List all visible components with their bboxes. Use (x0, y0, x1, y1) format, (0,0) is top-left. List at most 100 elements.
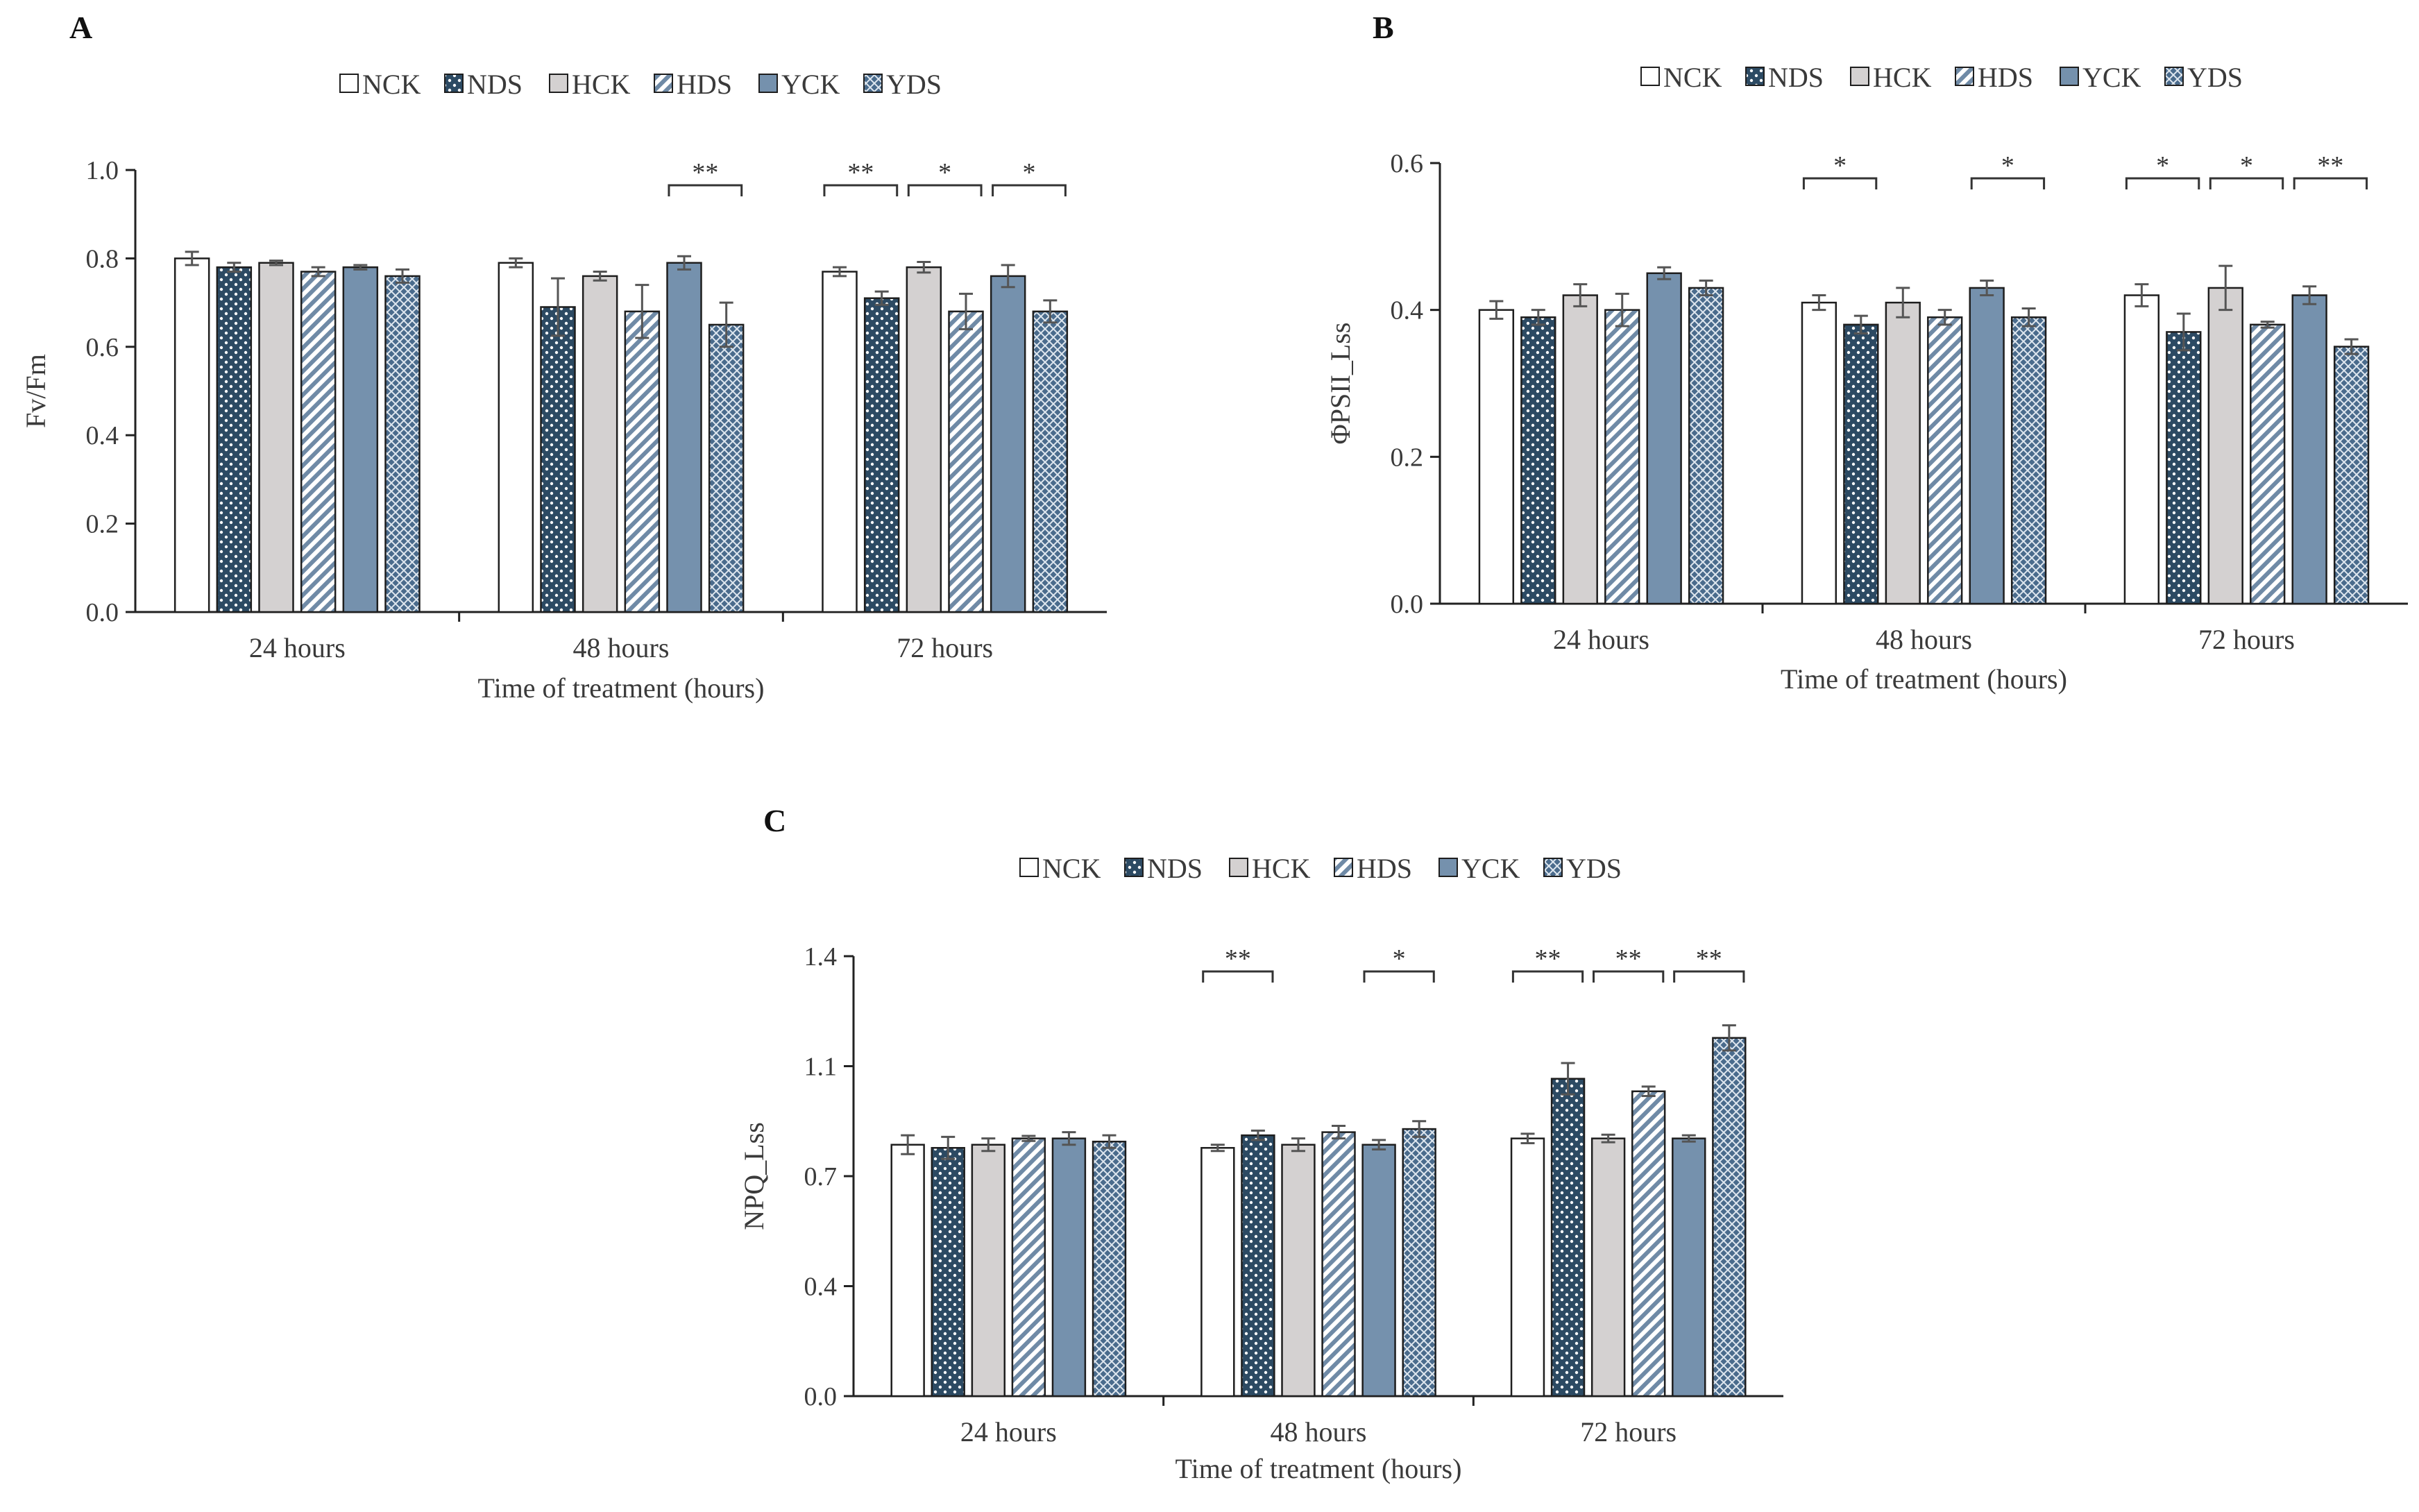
error-bar-yds (1699, 279, 1713, 296)
significance-label: ** (1615, 944, 1642, 974)
error-bar-hck (269, 260, 283, 266)
significance-bracket (2293, 177, 2368, 189)
bar-nck (2123, 294, 2160, 605)
legend-swatch-yck (1438, 858, 1458, 877)
error-bar-yck (677, 255, 691, 271)
error-bar-nck (185, 250, 199, 266)
bar-yds (2333, 346, 2370, 605)
bar-yck (666, 262, 702, 613)
y-tick-label: 1.0 (86, 156, 119, 185)
error-bar-nck (1520, 1132, 1535, 1144)
bar-yck (1051, 1137, 1087, 1398)
error-bar-nck (833, 266, 847, 278)
significance-label: * (938, 158, 951, 187)
error-bar-hds (1937, 309, 1952, 326)
legend-label-yds: YDS (2187, 62, 2243, 93)
bar-hds (300, 271, 337, 613)
panel-label: A (69, 10, 92, 45)
y-tick-label: 0.6 (1391, 149, 1424, 178)
significance-label: * (2240, 151, 2253, 180)
significance-bracket (1511, 970, 1584, 983)
legend-label-yds: YDS (886, 69, 942, 100)
error-bar-hck (1291, 1137, 1305, 1153)
legend-swatch-nds (444, 74, 464, 93)
bar-nds (931, 1146, 965, 1398)
x-tick-label: 48 hours (1271, 1416, 1367, 1447)
legend-swatch-yds (1543, 858, 1563, 877)
error-bar-yck (1372, 1139, 1386, 1151)
bar-hds (1321, 1131, 1356, 1398)
y-tick-label: 0.0 (86, 598, 119, 627)
significance-label: ** (847, 158, 874, 187)
significance-bracket (1673, 970, 1745, 983)
bar-hck (1590, 1137, 1626, 1398)
bar-nck (890, 1144, 925, 1398)
error-bar-hds (1332, 1125, 1346, 1140)
legend-label-hck: HCK (1873, 62, 1932, 93)
significance-bracket (1202, 970, 1274, 983)
significance-label: ** (1696, 944, 1722, 974)
legend-label-nck: NCK (1042, 853, 1101, 884)
y-tick-label: 0.2 (1391, 443, 1424, 472)
x-tick-label: 72 hours (2198, 624, 2295, 655)
legend-label-hck: HCK (1252, 853, 1311, 884)
bar-nds (216, 266, 253, 613)
error-bar-yck (1001, 264, 1015, 289)
bar-nck (1478, 309, 1515, 605)
significance-label: ** (1225, 944, 1251, 974)
legend-swatch-hds (1955, 67, 1974, 86)
bar-yck (1361, 1144, 1396, 1398)
legend-swatch-nck (1019, 858, 1039, 877)
legend-label-yds: YDS (1566, 853, 1622, 884)
legend-label-nck: NCK (1663, 62, 1722, 93)
error-bar-nds (551, 277, 565, 337)
error-bar-yds (1043, 299, 1058, 324)
error-bar-hck (981, 1137, 996, 1153)
error-bar-yck (1062, 1131, 1076, 1146)
y-tick-label: 1.1 (804, 1053, 838, 1082)
error-bar-hck (593, 271, 607, 282)
significance-bracket (1970, 177, 2046, 189)
bar-yds (1688, 287, 1724, 605)
bar-yck (2291, 294, 2327, 605)
y-tick-label: 0.4 (804, 1273, 838, 1302)
bar-hds (1604, 309, 1640, 605)
x-tick-label: 72 hours (1580, 1416, 1677, 1447)
legend-swatch-yck (758, 74, 778, 93)
significance-label: * (2001, 151, 2014, 180)
legend-swatch-hck (1850, 67, 1869, 86)
error-bar-hds (1641, 1085, 1656, 1098)
bar-yck (990, 275, 1026, 613)
bar-hds (1631, 1090, 1666, 1398)
legend-label-hck: HCK (572, 69, 631, 100)
bar-yds (1092, 1140, 1127, 1398)
y-tick-label: 0.2 (86, 510, 119, 539)
bar-hck (971, 1144, 1005, 1398)
error-bar-nds (1531, 309, 1545, 326)
bar-hck (1281, 1144, 1316, 1398)
y-tick-label: 0.8 (86, 244, 119, 273)
x-tick-label: 24 hours (1553, 624, 1649, 655)
error-bar-nds (1250, 1129, 1265, 1141)
legend-label-yck: YCK (1461, 853, 1520, 884)
legend-label-hds: HDS (677, 69, 732, 100)
significance-bracket (907, 184, 983, 196)
y-tick-label: 0.4 (86, 421, 119, 450)
legend-swatch-yds (863, 74, 883, 93)
error-bar-hds (311, 266, 325, 278)
bar-nds (1550, 1078, 1586, 1398)
legend-label-nds: NDS (1147, 853, 1203, 884)
error-bar-nck (1812, 294, 1826, 312)
error-bar-yds (1102, 1134, 1117, 1149)
y-tick-label: 0.7 (804, 1162, 838, 1191)
bar-nds (540, 306, 576, 613)
error-bar-hck (917, 260, 931, 274)
error-bar-nds (941, 1135, 956, 1160)
error-bar-yds (1412, 1120, 1427, 1138)
error-bar-yck (1980, 279, 1994, 296)
error-bar-hds (1021, 1135, 1036, 1142)
error-bar-hds (1615, 292, 1629, 328)
significance-bracket (992, 184, 1067, 196)
bar-hck (2207, 287, 2243, 605)
